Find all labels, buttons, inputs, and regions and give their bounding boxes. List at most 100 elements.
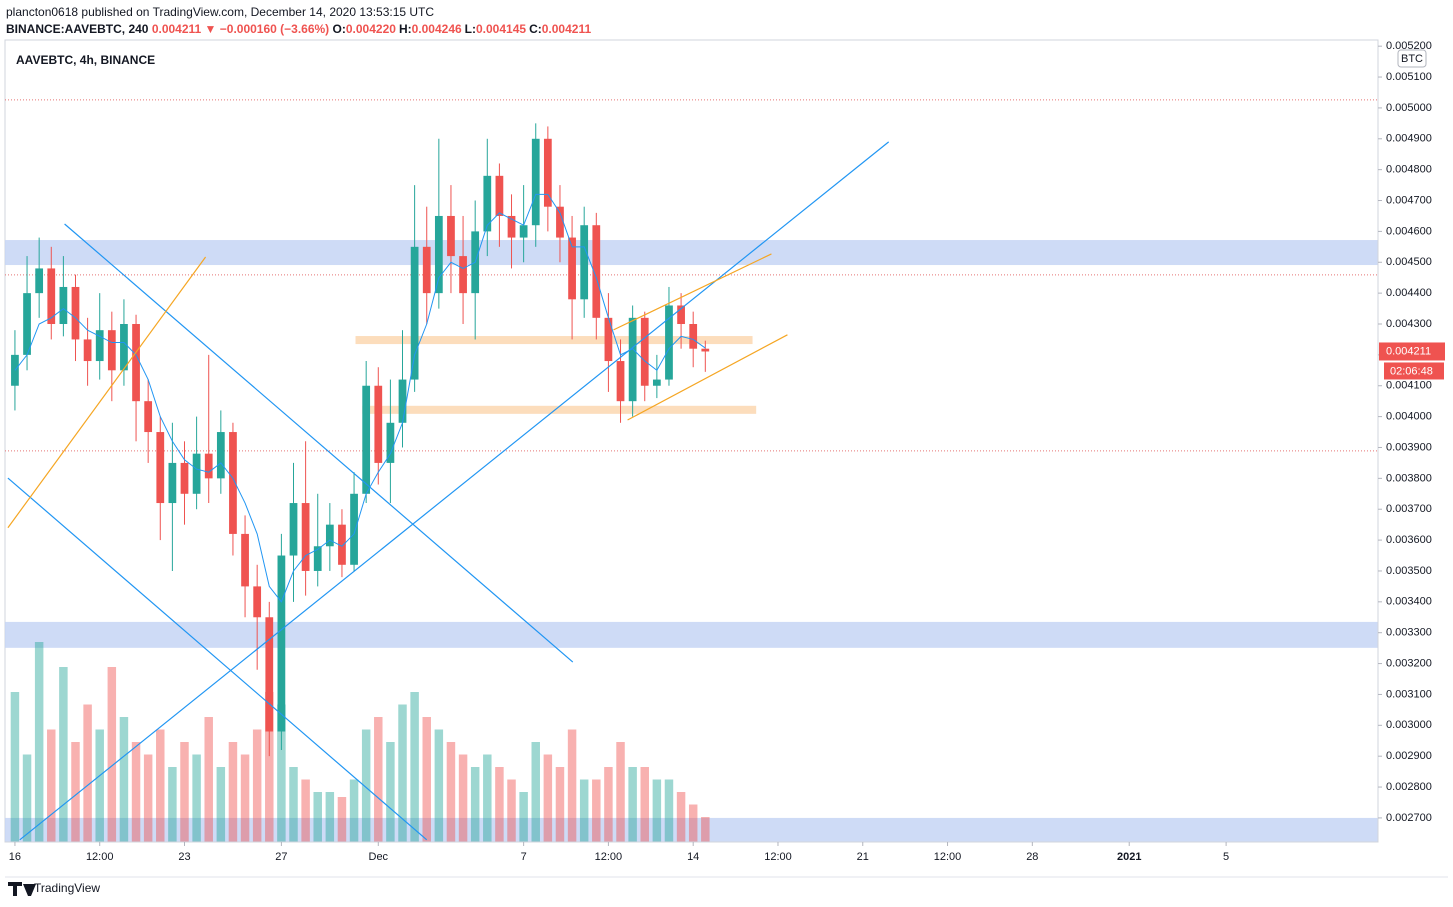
candle-body [447, 215, 455, 257]
volume-bar [252, 729, 262, 842]
volume-bar [289, 767, 298, 842]
x-tick-label: 5 [1223, 851, 1229, 863]
candle-body [507, 215, 516, 238]
trend-line [19, 141, 890, 841]
x-tick-label: 7 [521, 851, 527, 863]
candle-body [59, 286, 68, 325]
candle-body [229, 432, 237, 534]
volume-bar [519, 792, 528, 842]
volume-bar [664, 779, 674, 842]
candle-body [338, 524, 346, 565]
currency-badge [1397, 49, 1427, 68]
volume-bar [422, 717, 431, 842]
ohlc-key: O: [332, 22, 346, 36]
volume-bar [156, 729, 165, 842]
zone [5, 621, 1378, 648]
last: 0.004211 [151, 22, 202, 36]
volume-bar [265, 692, 274, 842]
volume-bar [543, 754, 553, 842]
ohlc-value: 0.004211 [541, 22, 592, 36]
y-tick-label: 0.002800 [1386, 781, 1432, 793]
volume-bar [277, 704, 286, 842]
candle-body [568, 237, 576, 300]
y-tick-label: 0.003800 [1386, 472, 1432, 484]
y-tick-label: 0.003200 [1386, 657, 1432, 669]
candle-body [398, 379, 407, 423]
ohlc-key: L: [464, 22, 476, 36]
volume-bar [592, 779, 601, 842]
ohlc: O:0.004220 H:0.004246 L:0.004145 C:0.004211 [333, 22, 595, 36]
y-tick-label: 0.003600 [1386, 534, 1432, 546]
y-tick-label: 0.002900 [1386, 750, 1432, 762]
plot [5, 99, 1378, 842]
volume-bar [325, 792, 335, 842]
y-tick-label: 0.004500 [1386, 256, 1432, 268]
y-tick-label: 0.004000 [1386, 411, 1432, 423]
ohlc-key: C: [529, 22, 542, 36]
x-tick-label: 21 [857, 851, 869, 863]
zone [362, 405, 757, 414]
ohlc-value: 0.004145 [476, 22, 527, 36]
y-tick-label: 0.004400 [1386, 287, 1432, 299]
countdown-label: 02:06:48 [1390, 365, 1433, 377]
y-tick-label: 0.003700 [1386, 503, 1432, 515]
tv-logo [8, 882, 36, 896]
volume-bar [386, 742, 395, 842]
candle-body [144, 401, 153, 433]
candle-body [120, 324, 128, 371]
y-tick-label: 0.004800 [1386, 164, 1432, 176]
volume-bar [240, 754, 250, 842]
volume-bar [349, 779, 359, 842]
volume-bar [374, 717, 383, 842]
y-tick-label: 0.002700 [1386, 812, 1432, 824]
candle-body [313, 546, 322, 571]
candle-body [640, 317, 649, 386]
ohlc-value: 0.004220 [345, 22, 396, 36]
candle-body [459, 256, 467, 294]
volume-bar [107, 667, 117, 842]
candle-body [35, 268, 44, 294]
volume-bar [616, 742, 625, 842]
volume-bar [652, 779, 662, 842]
y-tick-label: 0.003400 [1386, 596, 1432, 608]
candle-body [301, 503, 310, 571]
candle-body [47, 268, 56, 325]
volume-bar [10, 692, 20, 842]
y-tick-label: 0.003500 [1386, 565, 1432, 577]
volume-bar [555, 767, 565, 842]
y-tick-label: 0.003900 [1386, 441, 1432, 453]
x-tick-label: 28 [1026, 851, 1038, 863]
trend-line [64, 223, 574, 663]
volume-bar [83, 704, 92, 842]
candle-body [107, 330, 116, 371]
candle-body [422, 246, 431, 294]
volume-bar [567, 729, 577, 842]
candle-body [132, 324, 140, 402]
volume-bar [458, 754, 468, 842]
candle-body [289, 503, 298, 556]
y-tick-label: 0.004900 [1386, 133, 1432, 145]
price-badge-box [1379, 342, 1445, 361]
change: ▼ −0.000160 (−3.66%) [204, 22, 330, 36]
candle-body [83, 339, 92, 362]
volume-bar [337, 797, 347, 842]
volume-bar [192, 754, 201, 842]
volume-bar [446, 742, 456, 842]
candle-body [531, 138, 540, 226]
candle-body [216, 432, 225, 479]
x-tick-label: 12:00 [86, 851, 114, 863]
y-tick-label: 0.004300 [1386, 318, 1432, 330]
volume-bar [640, 767, 649, 842]
x-tick-label: 16 [9, 851, 21, 863]
candle-body [180, 462, 189, 494]
volume-bar [71, 742, 80, 842]
y-tick-label: 0.004100 [1386, 380, 1432, 392]
volume-bar [47, 729, 56, 842]
volume-bar [495, 767, 504, 842]
x-tick-label: Dec [369, 851, 389, 863]
candle-body [652, 379, 661, 386]
candle-body [23, 293, 31, 355]
candle-body [386, 422, 395, 463]
trend-line [7, 477, 428, 841]
y-tick-label: 0.004700 [1386, 194, 1432, 206]
